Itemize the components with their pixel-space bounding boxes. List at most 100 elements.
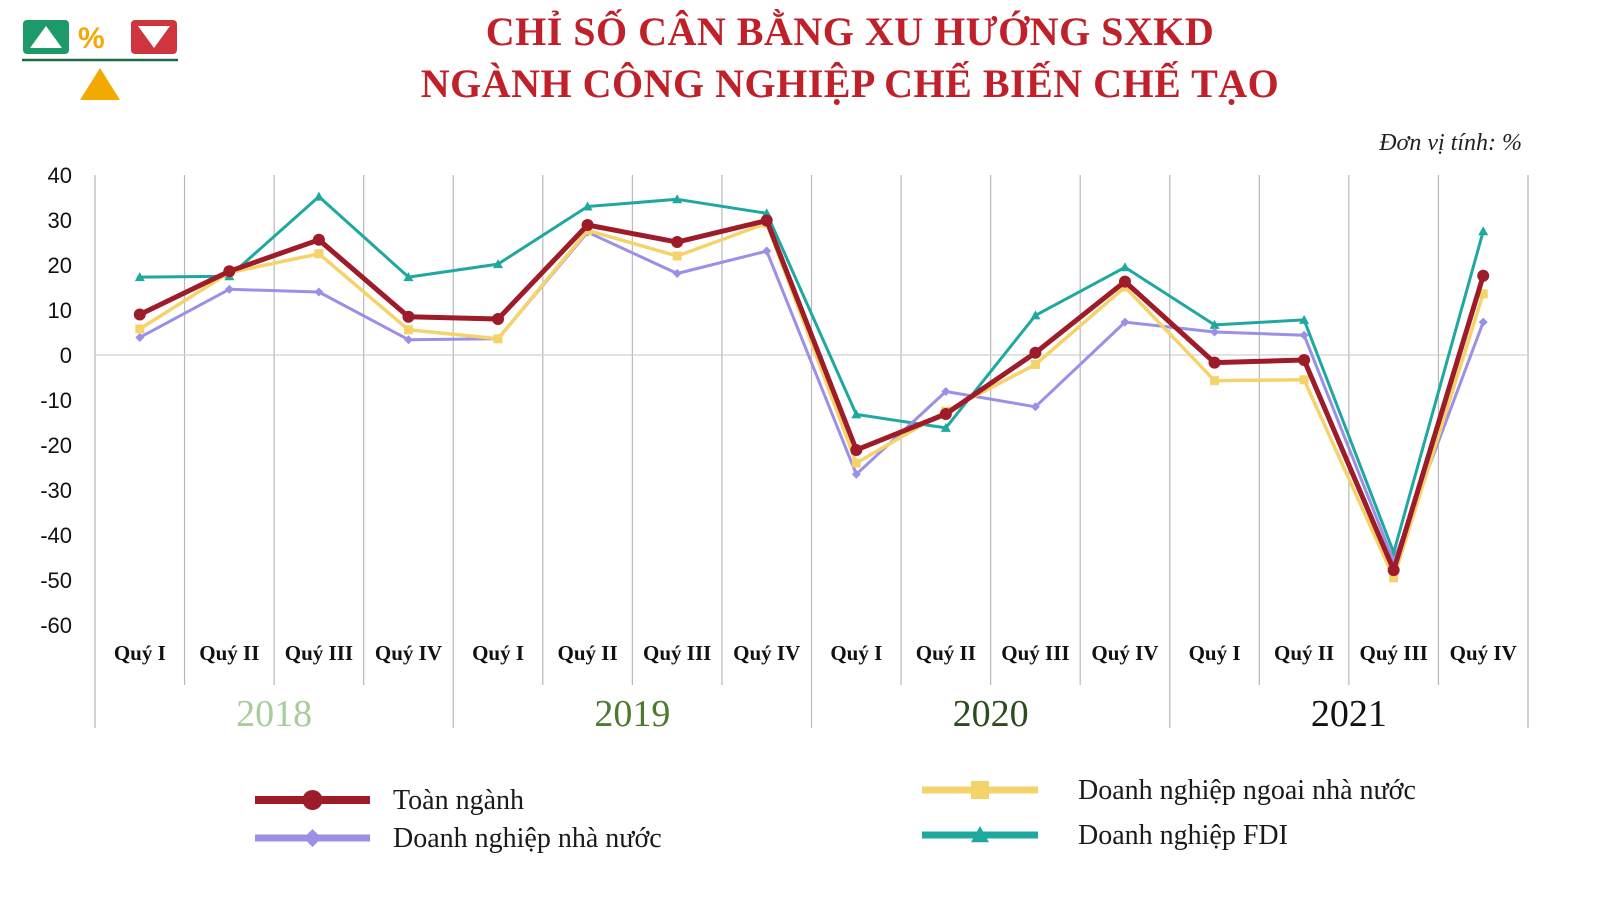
data-point: [672, 269, 682, 279]
data-point: [1030, 402, 1040, 412]
y-tick-label: -50: [40, 568, 72, 593]
y-tick-label: 20: [48, 253, 72, 278]
data-point: [850, 443, 863, 456]
series-line: [139, 195, 1485, 554]
legend-marker: [971, 826, 989, 843]
data-point: [760, 214, 773, 227]
x-tick-label: Quý III: [643, 641, 711, 665]
x-tick-label: Quý II: [1274, 641, 1334, 665]
legend-marker: [302, 790, 323, 810]
x-tick-label: Quý II: [199, 641, 259, 665]
data-point: [581, 218, 594, 231]
x-tick-label: Quý III: [1001, 641, 1069, 665]
x-tick-label: Quý I: [472, 641, 524, 665]
y-tick-label: 0: [60, 343, 72, 368]
data-point: [135, 324, 145, 334]
data-point: [941, 386, 951, 396]
x-tick-label: Quý I: [1189, 641, 1241, 665]
data-point: [671, 236, 684, 249]
data-point: [1029, 346, 1042, 359]
data-point: [1389, 573, 1399, 583]
chart-title-line-1: CHỈ SỐ CÂN BẰNG XU HƯỚNG SXKD: [485, 9, 1215, 54]
x-tick-label: Quý I: [114, 641, 166, 665]
data-point: [1030, 359, 1040, 369]
x-tick-label: Quý IV: [1450, 641, 1517, 665]
series-line: [138, 218, 1486, 573]
legend-marker: [303, 829, 322, 847]
data-point: [135, 332, 145, 342]
data-point: [134, 272, 145, 282]
data-point: [313, 191, 324, 201]
series-circle: [133, 214, 1490, 577]
data-point: [133, 308, 146, 321]
data-point: [851, 469, 861, 479]
data-point: [1387, 564, 1400, 577]
legend-item: Doanh nghiệp FDI: [922, 820, 1288, 851]
data-point: [582, 201, 593, 211]
data-point: [492, 313, 505, 325]
legend-item: Doanh nghiệp ngoai nhà nước: [922, 775, 1416, 806]
legend-item: Doanh nghiệp nhà nước: [255, 823, 662, 854]
legend-label: Toàn ngành: [393, 785, 524, 816]
data-point: [1208, 356, 1221, 369]
series-lines: [133, 191, 1490, 583]
data-point: [1299, 314, 1310, 324]
data-point: [1119, 262, 1130, 272]
data-point: [403, 325, 413, 335]
data-point: [1478, 226, 1489, 236]
legend-item: Toàn ngành: [255, 785, 524, 816]
data-point: [672, 251, 682, 261]
year-label: 2021: [1311, 693, 1387, 735]
data-point: [1478, 317, 1488, 327]
y-tick-label: -60: [40, 613, 72, 638]
year-labels: 2018 2019 2020 2021: [236, 693, 1387, 735]
data-point: [1299, 330, 1309, 340]
x-tick-label: Quý II: [558, 641, 618, 665]
data-point: [493, 259, 504, 269]
data-point: [1120, 317, 1130, 327]
x-tick-label: Quý IV: [733, 641, 800, 665]
y-tick-label: 40: [48, 163, 72, 188]
series-line: [139, 230, 1485, 563]
x-tick-label: Quý III: [285, 641, 353, 665]
y-tick-label: -30: [40, 478, 72, 503]
data-point: [314, 287, 324, 297]
x-tick-label: Quý III: [1360, 641, 1428, 665]
data-point: [312, 233, 325, 246]
y-axis-ticks: 40 30 20 10 0 -10 -20 -30 -40 -50 -60: [40, 163, 72, 638]
y-tick-label: 30: [48, 208, 72, 233]
data-point: [940, 422, 951, 432]
data-point: [403, 272, 414, 282]
data-point: [1477, 269, 1490, 282]
data-point: [762, 246, 772, 256]
data-point: [493, 334, 503, 344]
data-point: [1298, 353, 1311, 366]
year-label: 2020: [953, 693, 1029, 735]
series-line: [138, 221, 1485, 580]
data-point: [851, 458, 861, 468]
data-point: [1299, 375, 1309, 385]
y-tick-label: -40: [40, 523, 72, 548]
data-point: [224, 284, 234, 294]
year-label: 2019: [594, 693, 670, 735]
data-point: [1118, 275, 1131, 288]
data-point: [1210, 376, 1220, 386]
data-point: [314, 249, 324, 259]
y-tick-label: 10: [48, 298, 72, 323]
data-point: [1478, 289, 1488, 299]
data-point: [223, 265, 236, 278]
legend: Toàn ngành Doanh nghiệp nhà nước Doanh ngh…: [255, 775, 1416, 854]
x-tick-label: Quý II: [916, 641, 976, 665]
data-point: [1209, 319, 1220, 329]
logo-percent: %: [78, 22, 105, 55]
x-tick-label: Quý IV: [1091, 641, 1158, 665]
legend-label: Doanh nghiệp FDI: [1078, 820, 1288, 851]
logo-icon: %: [22, 20, 178, 100]
year-label: 2018: [236, 693, 312, 735]
legend-label: Doanh nghiệp ngoai nhà nước: [1078, 775, 1416, 806]
legend-marker: [971, 781, 989, 799]
x-axis-ticks: Quý I Quý II Quý III Quý IV Quý I Quý II Quý I…: [114, 641, 1517, 665]
chart-title-line-2: NGÀNH CÔNG NGHIỆP CHẾ BIẾN CHẾ TẠO: [420, 61, 1280, 106]
x-tick-label: Quý IV: [375, 641, 442, 665]
